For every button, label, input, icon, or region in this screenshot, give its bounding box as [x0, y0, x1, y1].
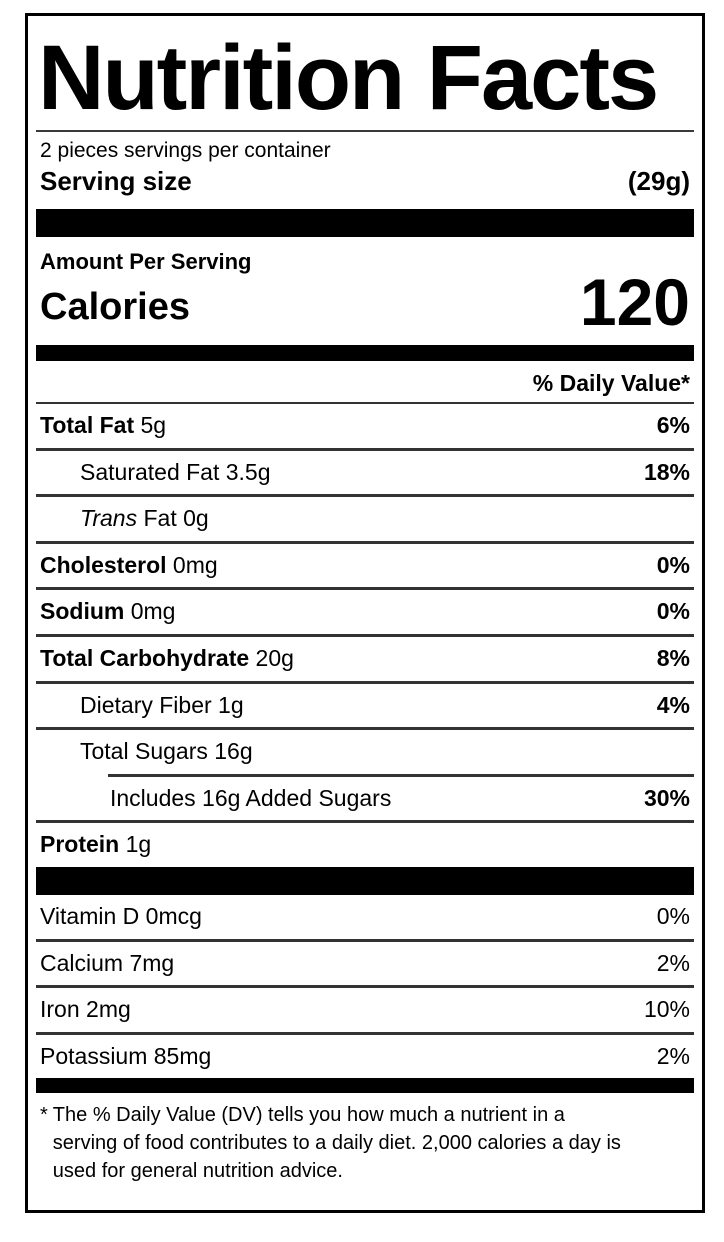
- vitamin-row: Vitamin D 0mcg 0%: [36, 895, 694, 942]
- footnote-asterisk: *: [40, 1104, 48, 1127]
- title-divider: [36, 130, 694, 132]
- nutrient-row: Saturated Fat 3.5g 18%: [36, 451, 694, 498]
- nutrient-row: Total Fat 5g 6%: [36, 404, 694, 451]
- nutrients-section: Total Fat 5g 6% Saturated Fat 3.5g 18% Trans…: [36, 404, 694, 867]
- footnote: * The % Daily Value (DV) tells you how m…: [36, 1093, 694, 1193]
- nutrient-row: Includes 16g Added Sugars 30%: [36, 777, 694, 824]
- footnote-text: The % Daily Value (DV) tells you how muc…: [52, 1104, 621, 1182]
- nutrient-row: Sodium 0mg 0%: [36, 590, 694, 638]
- servings-per-container: 2 pieces servings per container: [40, 139, 331, 162]
- serving-size-row: Serving size (29g): [36, 163, 694, 209]
- section-bar-serving: [36, 209, 694, 237]
- daily-value-percent: 2%: [656, 1042, 690, 1069]
- serving-size-value: (29g): [627, 166, 690, 196]
- nutrient-name: Vitamin D 0mcg: [40, 903, 202, 930]
- nutrient-name: Calcium 7mg: [40, 949, 175, 976]
- daily-value-percent: 2%: [656, 949, 690, 976]
- daily-value-percent: 30%: [643, 784, 690, 811]
- nutrient-row: Total Sugars 16g: [36, 730, 694, 774]
- section-bar-protein: [36, 867, 694, 896]
- indented-divider: [108, 773, 694, 777]
- calories-value: 120: [579, 265, 690, 339]
- daily-value-percent: 10%: [643, 996, 690, 1023]
- section-bar-calories: [36, 345, 694, 362]
- vitamin-row: Iron 2mg 10%: [36, 988, 694, 1035]
- nutrient-row: Cholesterol 0mg 0%: [36, 544, 694, 591]
- nutrient-row: Dietary Fiber 1g 4%: [36, 684, 694, 731]
- nutrient-name: Total Fat 5g: [40, 412, 167, 439]
- serving-size-label: Serving size: [40, 166, 192, 196]
- amount-per-serving-label: Amount Per Serving: [40, 249, 252, 274]
- calories-row: Calories 120: [36, 265, 694, 345]
- calories-label: Calories: [40, 286, 190, 329]
- daily-value-percent: 0%: [656, 598, 690, 625]
- nutrient-name: Protein 1g: [40, 831, 152, 858]
- nutrient-row: Total Carbohydrate 20g 8%: [36, 637, 694, 684]
- label-title: Nutrition Facts: [38, 27, 659, 129]
- nutrient-row: Trans Fat 0g: [36, 497, 694, 544]
- vitamin-row: Calcium 7mg 2%: [36, 942, 694, 989]
- nutrient-row: Protein 1g: [36, 823, 694, 867]
- section-bar-vitamins: [36, 1078, 694, 1094]
- nutrient-name: Includes 16g Added Sugars: [110, 784, 392, 811]
- daily-value-percent: 6%: [656, 412, 690, 439]
- daily-value-percent: 4%: [656, 691, 690, 718]
- nutrient-name: Potassium 85mg: [40, 1042, 212, 1069]
- nutrient-name: Iron 2mg: [40, 996, 131, 1023]
- nutrient-name: Cholesterol 0mg: [40, 551, 218, 578]
- daily-value-percent: 18%: [643, 458, 690, 485]
- nutrient-name: Total Carbohydrate 20g: [40, 645, 294, 672]
- nutrition-facts-label: Nutrition Facts 2 pieces servings per co…: [25, 13, 705, 1213]
- nutrient-name: Dietary Fiber 1g: [80, 691, 244, 718]
- nutrient-name: Trans Fat 0g: [80, 505, 209, 532]
- daily-value-header: % Daily Value*: [36, 361, 694, 405]
- nutrient-name: Saturated Fat 3.5g: [80, 458, 271, 485]
- vitamins-section: Vitamin D 0mcg 0% Calcium 7mg 2% Iron 2mg 10%…: [36, 895, 694, 1078]
- nutrient-name: Sodium 0mg: [40, 598, 176, 625]
- daily-value-percent: 0%: [656, 551, 690, 578]
- daily-value-percent: 8%: [656, 645, 690, 672]
- daily-value-percent: 0%: [656, 903, 690, 930]
- nutrient-name: Total Sugars 16g: [80, 738, 253, 765]
- vitamin-row: Potassium 85mg 2%: [36, 1035, 694, 1079]
